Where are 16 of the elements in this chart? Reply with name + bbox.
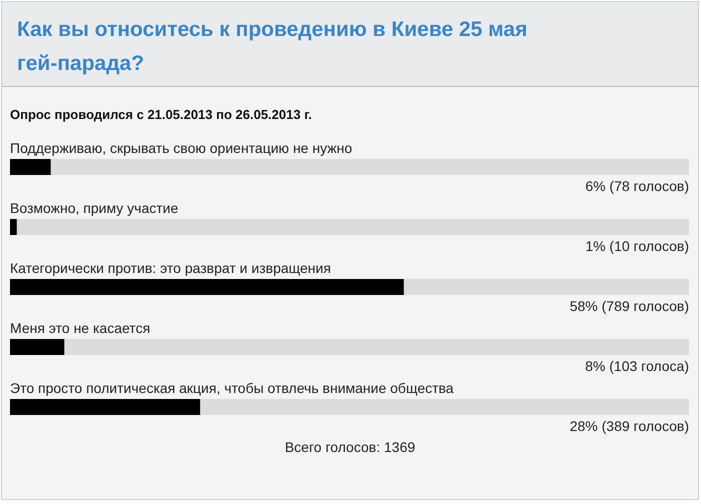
data-label: 6% (78 голосов) — [585, 178, 689, 194]
y-tick-label: Меня это не касается — [10, 320, 150, 336]
y-tick-label: Категорически против: это разврат и извращения — [10, 260, 331, 276]
annotation: Всего голосов: 1369 — [284, 439, 416, 455]
chart-title: Как вы относитесь к проведению в Киеве 25 мая гей-парада? — [17, 18, 528, 75]
chart-subtitle: Опрос проводился с 21.05.2013 по 26.05.2013 г. — [10, 107, 312, 122]
y-tick-label: Возможно, приму участие — [10, 200, 178, 216]
data-label: 58% (789 голосов) — [570, 298, 689, 314]
data-label: 1% (10 голосов) — [585, 238, 689, 254]
data-label: 8% (103 голоса) — [585, 358, 689, 374]
data-label: 28% (389 голосов) — [570, 418, 689, 434]
bar — [10, 339, 64, 355]
y-tick-label: Поддерживаю, скрывать свою ориентацию не нужно — [10, 140, 352, 156]
y-tick-label: Это просто политическая акция, чтобы отвлечь внимание общества — [10, 380, 454, 396]
bar — [10, 219, 17, 235]
bar — [10, 159, 51, 175]
